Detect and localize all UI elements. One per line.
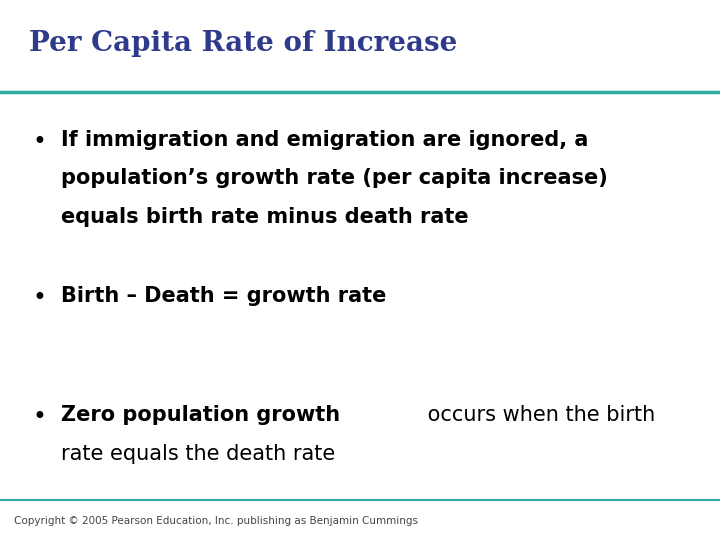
Text: •: • bbox=[32, 405, 46, 429]
Text: Per Capita Rate of Increase: Per Capita Rate of Increase bbox=[29, 30, 457, 57]
Text: •: • bbox=[32, 130, 46, 153]
Text: Birth – Death = growth rate: Birth – Death = growth rate bbox=[61, 286, 387, 306]
Text: •: • bbox=[32, 286, 46, 310]
Text: equals birth rate minus death rate: equals birth rate minus death rate bbox=[61, 207, 469, 227]
Text: occurs when the birth: occurs when the birth bbox=[421, 405, 656, 425]
Text: rate equals the death rate: rate equals the death rate bbox=[61, 444, 336, 464]
Text: If immigration and emigration are ignored, a: If immigration and emigration are ignore… bbox=[61, 130, 588, 150]
Text: Zero population growth: Zero population growth bbox=[61, 405, 341, 425]
Text: population’s growth rate (per capita increase): population’s growth rate (per capita inc… bbox=[61, 168, 608, 188]
Text: Copyright © 2005 Pearson Education, Inc. publishing as Benjamin Cummings: Copyright © 2005 Pearson Education, Inc.… bbox=[14, 516, 418, 526]
